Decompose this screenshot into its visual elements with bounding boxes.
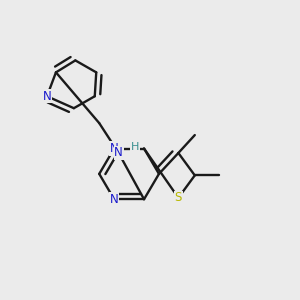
Text: N: N bbox=[110, 193, 118, 206]
Text: N: N bbox=[110, 142, 118, 155]
Text: N: N bbox=[43, 90, 51, 103]
Text: N: N bbox=[114, 146, 123, 160]
Text: H: H bbox=[131, 142, 139, 152]
Text: S: S bbox=[175, 191, 182, 204]
